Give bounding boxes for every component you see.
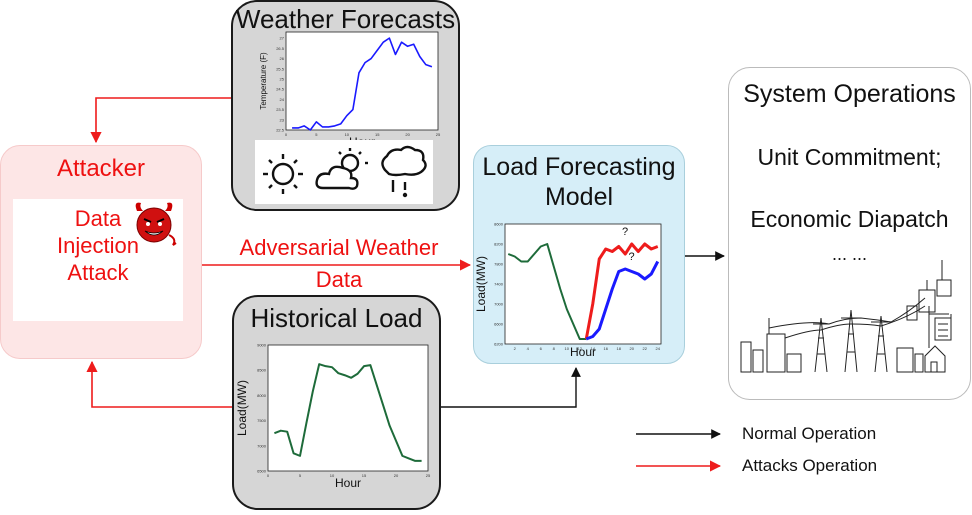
lfm-x-tick-label: 18	[617, 346, 622, 351]
attack-text-line: Data	[74, 206, 122, 231]
lfm-x-tick-label: 10	[565, 346, 570, 351]
historical-load-line	[274, 363, 422, 462]
history-plot-area	[267, 344, 429, 472]
weather-y-tick-label: 22.5	[276, 128, 285, 133]
weather-y-tick-label: 25.5	[276, 66, 285, 71]
weather-forecasts-title: Weather Forecasts	[235, 4, 456, 34]
lfm-normal-question-mark: ?	[629, 251, 635, 263]
power-grid-illustration	[740, 260, 952, 373]
lfm-x-axis-label: Hour	[570, 345, 596, 359]
unit-commitment-label: Unit Commitment;	[757, 144, 942, 170]
lfm-x-tick-label: 16	[604, 346, 609, 351]
system-operations-box: System Operations Unit Commitment; Econo…	[728, 67, 971, 400]
weather-chart: 0 5 10 15 20 25 22.5 23 23.5 24 24.5 25 25.5 26 26.5 27…	[259, 31, 441, 149]
history-y-axis-label: Load(MW)	[235, 380, 249, 436]
lfm-history-line	[507, 243, 587, 340]
lfm-y-tick-label: 6600	[494, 322, 504, 327]
weather-y-tick-label: 26	[280, 56, 285, 61]
lfm-y-tick-label: 6200	[494, 342, 504, 347]
weather-y-axis-label: Temperature (F)	[259, 52, 268, 110]
lfm-title-line2: Model	[544, 183, 614, 211]
arrow-history-to-attacker	[86, 360, 232, 408]
attack-text: Data Injection Attack	[13, 205, 183, 286]
system-operations-title: System Operations	[743, 80, 956, 108]
legend-attack-label: Attacks Operation	[742, 456, 878, 475]
weather-plot-area	[285, 31, 439, 131]
economic-dispatch-label: Economic Diapatch	[750, 206, 949, 232]
weather-icons-panel	[255, 140, 433, 204]
weather-x-tick-label: 0	[285, 132, 288, 137]
lfm-normal-forecast-line	[585, 260, 660, 341]
lfm-x-tick-label: 4	[527, 346, 530, 351]
lfm-y-axis-label: Load(MW)	[474, 256, 488, 312]
history-y-tick-label: 8500	[257, 368, 267, 373]
load-forecast-chart: 2 4 6 8 10 12 14 16 18 20 22 2462006600700074007800…	[474, 222, 662, 359]
attack-text-line: Injection	[57, 233, 139, 258]
adversarial-line1: Adversarial Weather	[239, 235, 439, 260]
load-forecasting-model-title: Load Forecasting Model	[474, 152, 684, 212]
lfm-x-tick-label: 14	[591, 346, 596, 351]
lfm-x-tick-label: 22	[643, 346, 648, 351]
legend-normal-label: Normal Operation	[742, 424, 877, 443]
history-x-tick-label: 5	[299, 473, 302, 478]
adversarial-line2: Data	[315, 267, 363, 292]
lfm-attack-forecast-line	[584, 242, 659, 340]
weather-x-tick-label: 10	[345, 132, 350, 137]
lfm-x-tick-label: 6	[540, 346, 543, 351]
history-x-tick-label: 0	[267, 473, 270, 478]
weather-y-tick-label: 27	[280, 36, 285, 41]
lfm-y-tick-label: 7800	[494, 262, 504, 267]
lfm-x-tick-label: 8	[553, 346, 556, 351]
weather-temperature-line	[292, 37, 433, 131]
weather-y-tick-label: 25	[280, 76, 285, 81]
arrow-weather-to-attacker	[90, 97, 231, 144]
history-x-tick-label: 20	[394, 473, 399, 478]
load-forecasting-model-box: Load Forecasting Model 2 4 6 8 10 12 14 16 18 20 2…	[473, 145, 685, 364]
historical-load-title: Historical Load	[250, 303, 423, 333]
partly-cloudy-icon	[315, 148, 368, 190]
weather-y-tick-label: 26.5	[276, 46, 285, 51]
weather-y-tick-label: 24	[280, 97, 285, 102]
weather-y-tick-label: 23	[280, 117, 285, 122]
weather-x-tick-label: 20	[405, 132, 410, 137]
history-x-tick-label: 10	[330, 473, 335, 478]
attack-text-line: Attack	[67, 260, 129, 285]
lfm-y-tick-label: 7400	[494, 282, 504, 287]
lfm-x-tick-label: 2	[514, 346, 517, 351]
lfm-x-tick-label: 12	[578, 346, 583, 351]
lfm-x-tick-label: 24	[656, 346, 661, 351]
history-y-tick-label: 8000	[257, 393, 267, 398]
lfm-x-tick-label: 20	[630, 346, 635, 351]
ellipsis-label: ... ...	[831, 244, 867, 264]
history-y-tick-label: 6500	[257, 469, 267, 474]
sun-icon	[263, 154, 303, 194]
lfm-y-tick-label: 8200	[494, 242, 504, 247]
weather-x-tick-label: 5	[315, 132, 318, 137]
history-y-tick-label: 9000	[257, 343, 267, 348]
adversarial-weather-data-label: Adversarial Weather Data	[205, 232, 473, 296]
history-x-tick-label: 15	[362, 473, 367, 478]
weather-forecasts-box: Weather Forecasts 0 5 10 15 20 25 22.5 23 23.5 24…	[231, 0, 460, 211]
weather-y-tick-label: 23.5	[276, 107, 285, 112]
lfm-plot-area	[504, 223, 662, 345]
lfm-y-tick-label: 8600	[494, 222, 504, 227]
weather-x-tick-label: 25	[436, 132, 441, 137]
historical-load-box: Historical Load 0 5 10 15 20 25 6500 7000 7500 80…	[232, 295, 441, 510]
history-y-tick-label: 7500	[257, 418, 267, 423]
rain-cloud-icon	[381, 145, 427, 198]
history-x-axis-label: Hour	[335, 476, 361, 490]
history-y-tick-label: 7000	[257, 443, 267, 448]
arrow-history-to-lfm	[441, 367, 581, 408]
historical-load-chart: 0 5 10 15 20 25 6500 7000 7500 8000 8500 9000 Hour Lo…	[235, 343, 431, 491]
lfm-y-tick-label: 7000	[494, 302, 504, 307]
weather-y-tick-label: 24.5	[276, 87, 285, 92]
attacker-title: Attacker	[56, 155, 146, 182]
lfm-attack-question-mark: ?	[622, 226, 628, 238]
devil-icon	[135, 202, 177, 246]
weather-x-tick-label: 15	[375, 132, 380, 137]
lfm-title-line1: Load Forecasting	[482, 153, 676, 181]
attacker-box: Attacker Data Injection Attack	[0, 145, 202, 359]
history-x-tick-label: 25	[426, 473, 431, 478]
